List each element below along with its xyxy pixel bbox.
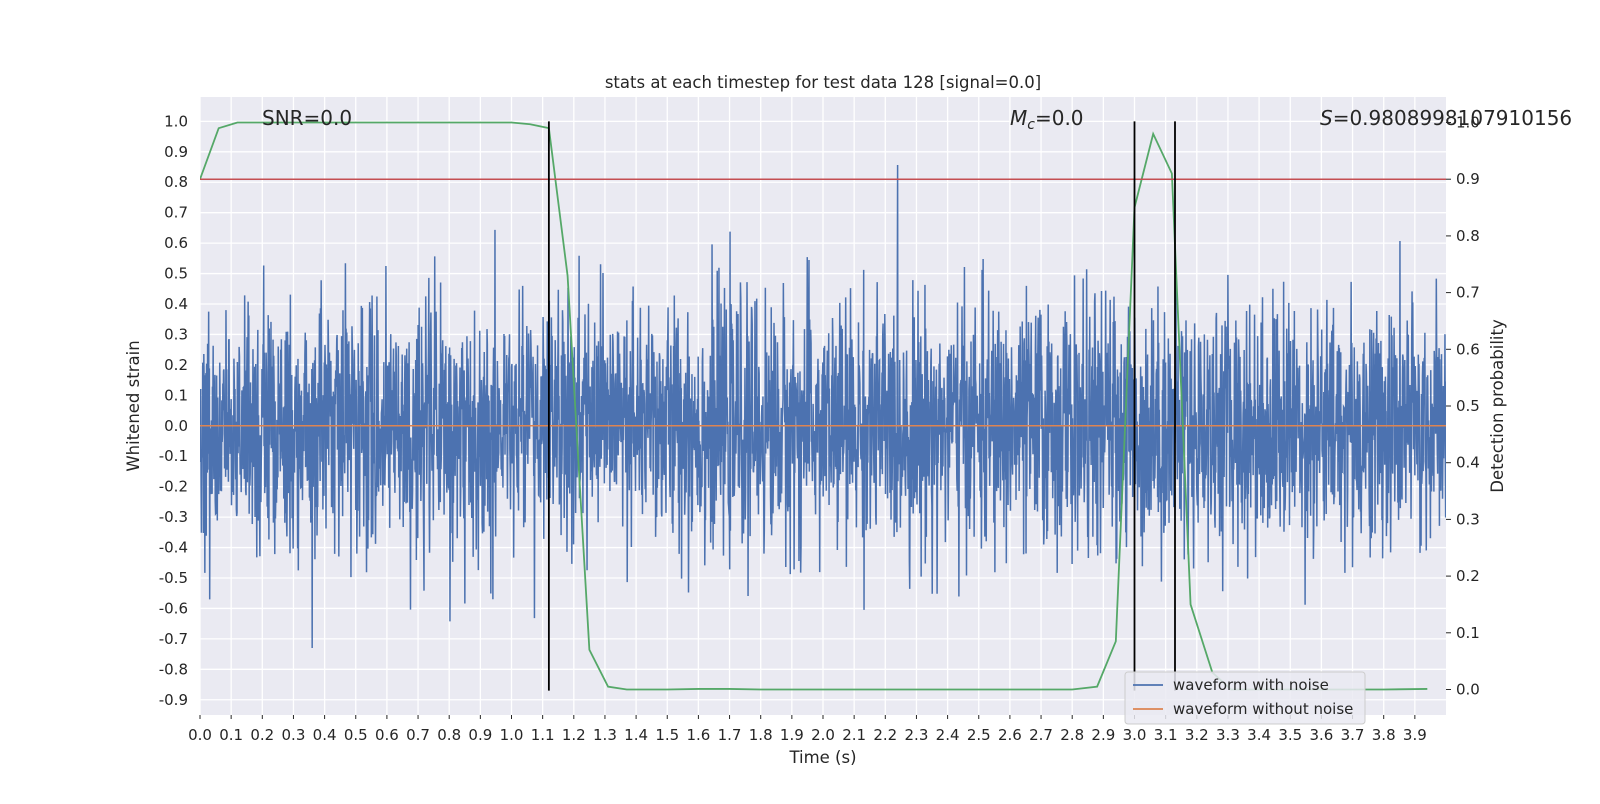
series-waveform-with-noise [200,164,1446,649]
series-detection-probability [200,121,1428,691]
legend-box [1124,671,1366,725]
plot-area [200,121,1446,691]
y-tick-label: -0.8 [159,660,188,678]
x-tick-label: 2.8 [1060,726,1084,744]
y-axis-label: Whitened strain [124,340,143,471]
legend-label-noisy: waveform with noise [1173,676,1329,694]
x-tick-label: 0.9 [468,726,492,744]
x-tick-label: 1.2 [562,726,586,744]
x-tick-label: 1.3 [593,726,617,744]
annotation-mc-subscript: c [1027,117,1035,133]
x-tick-label: 0.3 [282,726,306,744]
x-tick-label: 3.6 [1309,726,1333,744]
x-tick-label: 3.8 [1372,726,1396,744]
annotation-chirp-mass: Mc=0.0 [1010,106,1084,133]
x-tick-label: 2.6 [998,726,1022,744]
y2-tick-label: 1.0 [1456,114,1480,132]
y2-tick-label: 0.2 [1456,567,1480,585]
x-tick-label: 2.0 [811,726,835,744]
x-tick-label: 3.2 [1185,726,1209,744]
chart-title: stats at each timestep for test data 128… [605,73,1041,92]
annotation-mc-value: =0.0 [1035,106,1084,130]
x-axis-label: Time (s) [788,748,856,767]
x-tick-label: 3.1 [1154,726,1178,744]
x-tick-label: 1.6 [686,726,710,744]
y-tick-label: 0.9 [164,143,188,161]
x-tick-label: 0.2 [250,726,274,744]
y2-tick-label: 0.3 [1456,510,1480,528]
y-tick-label: 0.2 [164,356,188,374]
y-tick-label: 1.0 [164,112,188,130]
x-tick-label: 1.9 [780,726,804,744]
y-tick-label: -0.1 [159,447,188,465]
x-tick-label: 0.8 [437,726,461,744]
x-tick-label: 3.3 [1216,726,1240,744]
legend: waveform with noise waveform without nois… [1124,671,1366,725]
x-tick-label: 1.1 [531,726,555,744]
y2-tick-label: 0.7 [1456,284,1480,302]
x-tick-label: 1.4 [624,726,648,744]
legend-label-clean: waveform without noise [1173,700,1353,718]
y-tick-label: -0.2 [159,478,188,496]
y-tick-label: -0.9 [159,691,188,709]
x-tick-label: 0.7 [406,726,430,744]
x-tick-label: 0.6 [375,726,399,744]
x-tick-label: 0.4 [313,726,337,744]
x-tick-label: 3.5 [1278,726,1302,744]
y-tick-label: -0.5 [159,569,188,587]
x-tick-label: 3.7 [1341,726,1365,744]
x-tick-label: 2.7 [1029,726,1053,744]
annotation-s-symbol: S [1320,106,1333,130]
y2-tick-label: 0.9 [1456,170,1480,188]
x-tick-label: 0.1 [219,726,243,744]
y-tick-label: -0.6 [159,599,188,617]
y-tick-label: 0.6 [164,234,188,252]
x-tick-label: 1.8 [749,726,773,744]
y2-tick-label: 0.8 [1456,227,1480,245]
y-tick-label: 0.8 [164,173,188,191]
x-tick-label: 3.4 [1247,726,1271,744]
x-tick-label: 2.2 [873,726,897,744]
y-tick-label: 0.4 [164,295,188,313]
y-tick-label: -0.4 [159,539,188,557]
x-tick-label: 2.5 [967,726,991,744]
x-tick-label: 1.7 [718,726,742,744]
x-tick-label: 2.3 [905,726,929,744]
y-tick-label: 0.1 [164,386,188,404]
y2-tick-label: 0.6 [1456,340,1480,358]
x-tick-label: 0.0 [188,726,212,744]
x-tick-label: 2.4 [936,726,960,744]
annotation-s-value: =0.9808998107910156 [1333,106,1572,130]
y-tick-label: 0.3 [164,325,188,343]
y-tick-label: 0.5 [164,265,188,283]
x-tick-label: 0.5 [344,726,368,744]
x-tick-label: 3.9 [1403,726,1427,744]
x-tick-label: 2.1 [842,726,866,744]
x-tick-label: 1.0 [500,726,524,744]
x-tick-label: 3.0 [1123,726,1147,744]
y2-tick-label: 0.0 [1456,680,1480,698]
y-tick-label: 0.0 [164,417,188,435]
annotation-snr: SNR=0.0 [262,106,352,130]
y-tick-label: 0.7 [164,204,188,222]
y-tick-label: -0.3 [159,508,188,526]
annotation-mc-symbol: M [1010,106,1027,130]
y2-tick-label: 0.5 [1456,397,1480,415]
y-tick-label: -0.7 [159,630,188,648]
y2-tick-label: 0.1 [1456,624,1480,642]
y2-axis-label: Detection probability [1488,319,1507,493]
x-tick-label: 2.9 [1091,726,1115,744]
annotation-s: S=0.9808998107910156 [1320,106,1572,130]
y2-tick-label: 0.4 [1456,454,1480,472]
x-tick-label: 1.5 [655,726,679,744]
